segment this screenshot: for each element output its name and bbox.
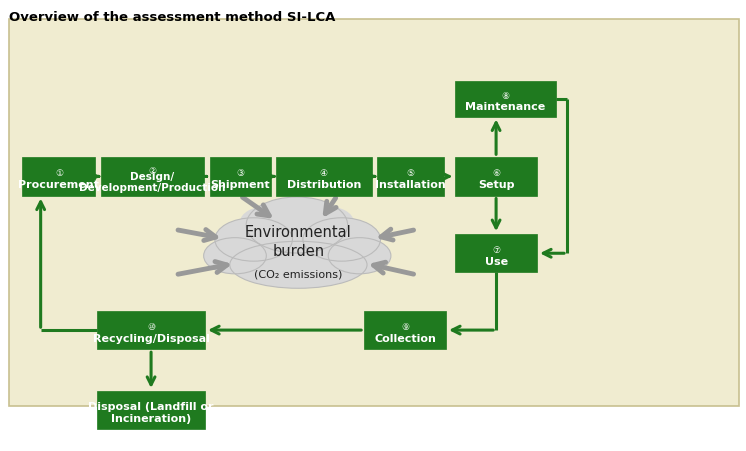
Ellipse shape [230,242,367,289]
FancyBboxPatch shape [210,158,271,196]
FancyBboxPatch shape [377,158,444,196]
Text: ①: ① [55,169,63,178]
Ellipse shape [297,207,354,237]
Text: ⑩: ⑩ [147,322,155,331]
Text: Collection: Collection [374,333,436,343]
FancyBboxPatch shape [455,235,537,273]
Text: Maintenance: Maintenance [466,102,545,112]
Text: Procurement: Procurement [19,179,99,190]
Text: ⑥: ⑥ [492,169,500,178]
FancyBboxPatch shape [455,82,556,117]
Text: ②: ② [148,166,156,175]
FancyBboxPatch shape [22,158,95,196]
Text: ④: ④ [320,169,327,178]
Text: ⑨: ⑨ [401,322,409,331]
Text: ③: ③ [236,169,244,178]
Text: Shipment: Shipment [210,179,270,190]
FancyBboxPatch shape [455,158,537,196]
Ellipse shape [240,207,297,237]
Text: Installation: Installation [375,179,445,190]
Text: Recycling/Disposal: Recycling/Disposal [93,333,210,343]
Text: ⑤: ⑤ [407,169,414,178]
Ellipse shape [215,218,292,262]
Text: (CO₂ emissions): (CO₂ emissions) [254,269,342,279]
Text: Use: Use [485,256,507,267]
Text: ⑦: ⑦ [492,245,500,254]
Ellipse shape [328,238,391,274]
Text: ⑧: ⑧ [501,92,510,101]
Text: Incineration): Incineration) [111,413,191,423]
Ellipse shape [246,198,348,253]
Text: Disposal (Landfill or: Disposal (Landfill or [88,401,214,411]
Text: Distribution: Distribution [286,179,361,190]
Text: Environmental
burden: Environmental burden [245,225,352,258]
Text: Design/: Design/ [130,172,175,182]
Text: Development/Production: Development/Production [79,183,225,193]
Text: Setup: Setup [478,179,514,190]
FancyBboxPatch shape [276,158,372,196]
Text: Overview of the assessment method SI-LCA: Overview of the assessment method SI-LCA [9,11,336,24]
Ellipse shape [204,238,266,274]
Ellipse shape [303,218,380,262]
FancyBboxPatch shape [101,158,204,196]
FancyBboxPatch shape [97,391,205,429]
FancyBboxPatch shape [97,311,205,350]
FancyBboxPatch shape [364,311,446,350]
FancyBboxPatch shape [9,20,739,406]
